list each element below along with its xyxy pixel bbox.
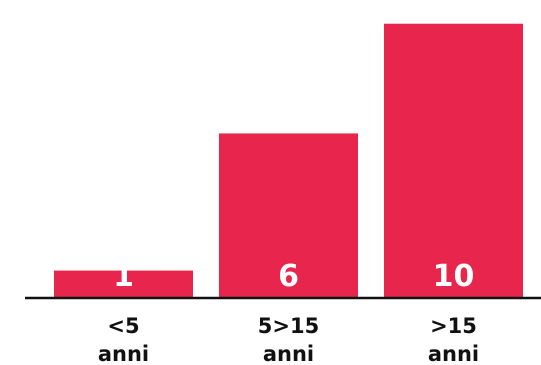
bar-value-label-1: 6 [278,259,299,294]
bar-value-label-2: 10 [433,259,475,294]
bar-1 [219,133,358,298]
category-labels-group: <5 anni 5>15 anni >15 anni [98,314,479,365]
bar-0 [54,270,193,298]
category-label-2-line-0: >15 [430,314,477,338]
bar-value-label-0: 1 [113,259,134,294]
category-label-0-line-0: <5 [107,314,139,338]
category-label-1-line-0: 5>15 [258,314,319,338]
category-label-1-line-1: anni [263,342,314,365]
category-label-0-line-1: anni [98,342,149,365]
category-label-2-line-1: anni [428,342,479,365]
bars-group: 1 6 10 [54,23,523,298]
bar-2 [384,23,523,298]
